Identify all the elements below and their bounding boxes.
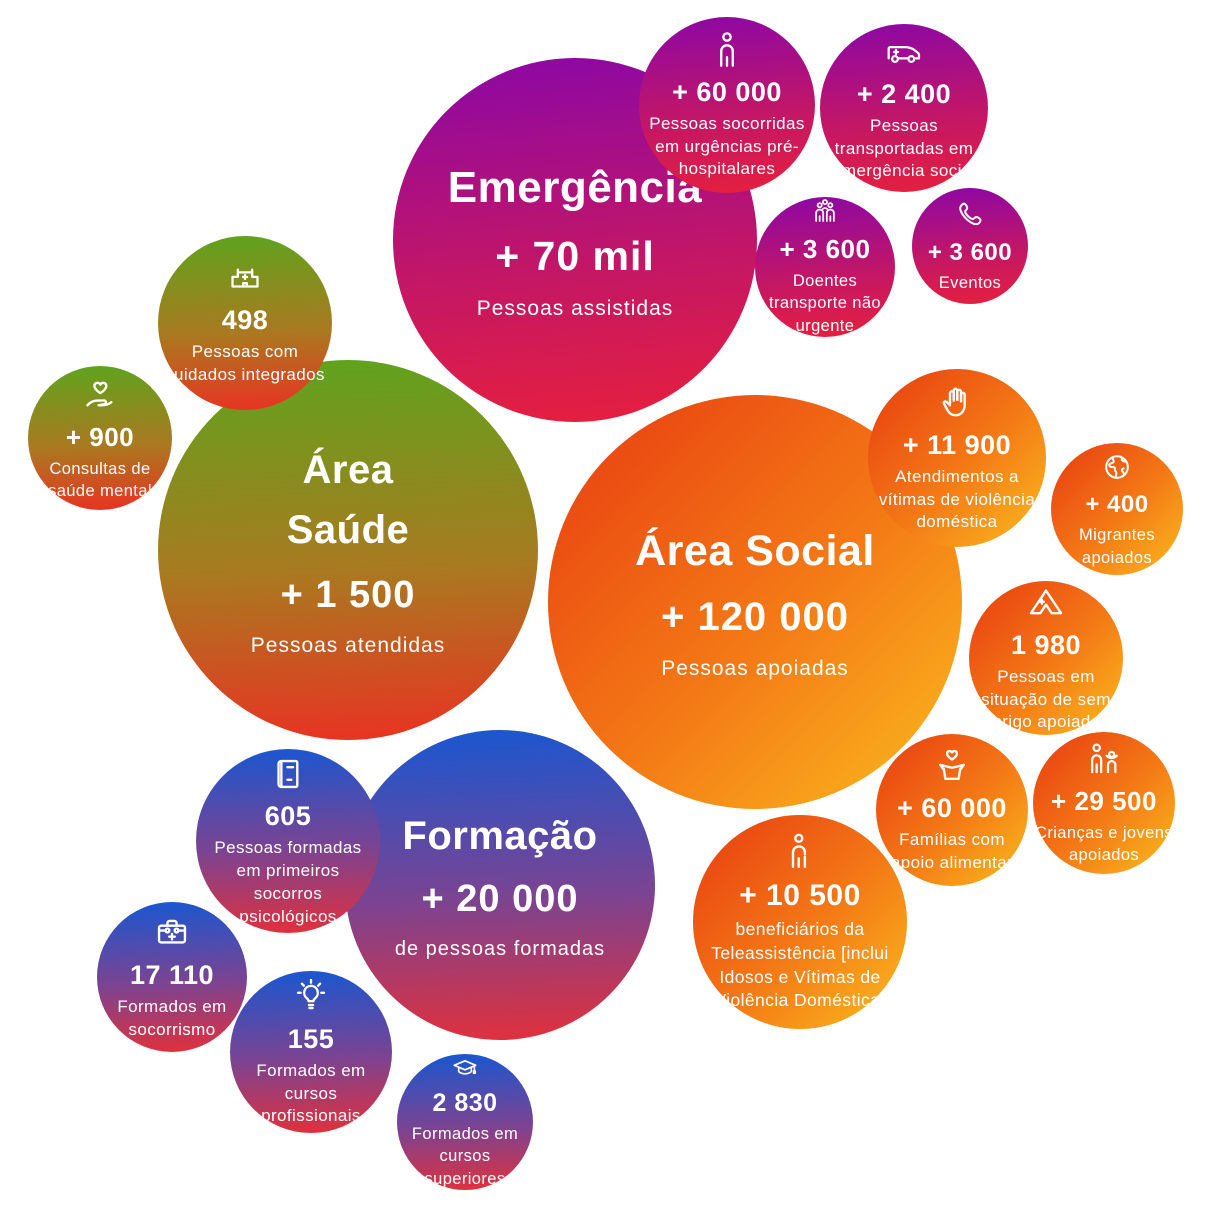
bubble-value: 498 xyxy=(221,305,269,336)
elderly-person-icon xyxy=(791,833,807,869)
bubble-label: Pessoas apoiadas xyxy=(661,656,849,680)
bubble-cuidados-integrados: 498 Pessoas com cuidados integrados xyxy=(158,236,332,410)
bubble-area-saude: Área Saúde + 1 500 Pessoas atendidas xyxy=(158,360,538,740)
heart-box-icon xyxy=(939,749,965,781)
graduation-cap-icon xyxy=(453,1059,477,1075)
bubble-teleassistencia: + 10 500 beneficiários da Teleassistênci… xyxy=(693,815,907,1029)
bubble-label: Pessoas em situação de sem abrigo apoiad… xyxy=(981,666,1111,732)
bubble-migrantes: + 400 Migrantes apoiados xyxy=(1051,443,1183,575)
bubble-value: + 120 000 xyxy=(660,594,850,639)
bubble-cursos-profissionais: 155 Formados em cursos profissionais xyxy=(230,971,392,1133)
bubble-value: + 20 000 xyxy=(421,877,579,920)
bubble-label: Pessoas formadas em primeiros socorros p… xyxy=(214,838,362,926)
bubble-formados-socorrismo: 17 110 Formados em socorrismo xyxy=(97,902,247,1052)
bubble-criancas-jovens: + 29 500 Crianças e jovens apoiados xyxy=(1033,732,1175,874)
bubble-label: de pessoas formadas xyxy=(394,937,606,960)
tent-icon xyxy=(1029,588,1063,614)
bubble-label: Eventos xyxy=(938,274,1002,293)
bubble-value: + 3 600 xyxy=(779,234,871,265)
bubble-label: Formados em cursos superiores xyxy=(411,1125,519,1188)
bubble-value: + 60 000 xyxy=(897,793,1007,824)
bubble-title: Formação xyxy=(402,813,598,858)
bubble-sem-abrigo: 1 980 Pessoas em situação de sem abrigo … xyxy=(969,581,1123,735)
bubble-label: Pessoas socorridas em urgências pré-hosp… xyxy=(649,113,805,179)
phone-icon xyxy=(959,203,982,226)
first-aid-kit-icon xyxy=(157,919,187,944)
bubble-value: + 2 400 xyxy=(856,78,952,109)
bubble-value: + 11 900 xyxy=(902,429,1012,460)
bubble-cursos-superiores: 2 830 Formados em cursos superiores xyxy=(397,1054,533,1190)
bubble-label: Pessoas atendidas xyxy=(250,633,446,657)
bubble-label: Pessoas assistidas xyxy=(476,296,674,320)
bubble-value: 1 980 xyxy=(1010,629,1082,660)
bubble-label: Formados em cursos profissionais xyxy=(256,1060,366,1126)
bubble-consultas-saude-mental: + 900 Consultas de saúde mental xyxy=(28,366,172,510)
bubble-vitimas-violencia: + 11 900 Atendimentos a vítimas de violê… xyxy=(868,369,1046,547)
people-group-icon xyxy=(815,199,835,222)
hospital-icon xyxy=(231,268,259,288)
ambulance-icon xyxy=(887,45,921,63)
bubble-value: 2 830 xyxy=(432,1089,498,1118)
bubble-socorros-psicologicos: 605 Pessoas formadas em primeiros socorr… xyxy=(196,749,380,933)
raised-hand-icon xyxy=(942,387,966,417)
bubble-familias-apoio-alimentar: + 60 000 Famílias com apoio alimentar xyxy=(876,734,1028,886)
bubble-label: Famílias com apoio alimentar xyxy=(890,830,1014,872)
bubble-value: + 60 000 xyxy=(672,76,782,107)
bubble-label: Migrantes apoiados xyxy=(1078,526,1156,567)
bubble-value: + 10 500 xyxy=(739,879,861,913)
lightbulb-icon xyxy=(296,978,326,1009)
bubble-label: Doentes transporte não urgente xyxy=(768,272,881,335)
bubble-label: beneficiários da Teleassistência [inclui… xyxy=(711,919,889,1011)
bubble-pessoas-socorridas: + 60 000 Pessoas socorridas em urgências… xyxy=(639,17,815,193)
bubble-label: Consultas de saúde mental xyxy=(48,459,152,500)
bubble-value: + 3 600 xyxy=(927,239,1013,267)
bubble-value: 605 xyxy=(264,801,312,832)
bubble-doentes-transporte: + 3 600 Doentes transporte não urgente xyxy=(755,197,895,337)
bubble-formacao: Formação + 20 000 de pessoas formadas xyxy=(345,730,655,1040)
bubble-title: Área Saúde xyxy=(286,447,410,552)
bubble-value: + 1 500 xyxy=(280,573,416,616)
bubble-label: Formados em socorrismo xyxy=(117,997,227,1039)
bubble-value: + 29 500 xyxy=(1051,785,1157,816)
book-icon xyxy=(277,759,299,789)
adult-child-icon xyxy=(1091,743,1118,774)
bubble-label: Crianças e jovens apoiados xyxy=(1035,823,1173,864)
bubble-label: Pessoas transportadas em emergência soci… xyxy=(832,115,976,181)
globe-icon xyxy=(1105,455,1129,480)
bubble-title: Emergência xyxy=(447,163,703,212)
bubble-value: 155 xyxy=(287,1023,335,1054)
bubble-label: Pessoas com cuidados integrados xyxy=(165,342,325,384)
bubble-value: + 70 mil xyxy=(495,232,655,279)
bubble-label: Atendimentos a vítimas de violência domé… xyxy=(878,466,1036,532)
bubble-title: Área Social xyxy=(635,526,875,575)
bubble-eventos: + 3 600 Eventos xyxy=(912,188,1028,304)
bubble-value: + 900 xyxy=(65,421,135,452)
person-icon xyxy=(720,31,734,67)
bubble-value: 17 110 xyxy=(129,960,215,991)
heart-hand-icon xyxy=(86,381,113,407)
bubble-value: + 400 xyxy=(1085,491,1149,519)
bubble-pessoas-transportadas: + 2 400 Pessoas transportadas em emergên… xyxy=(820,24,988,192)
